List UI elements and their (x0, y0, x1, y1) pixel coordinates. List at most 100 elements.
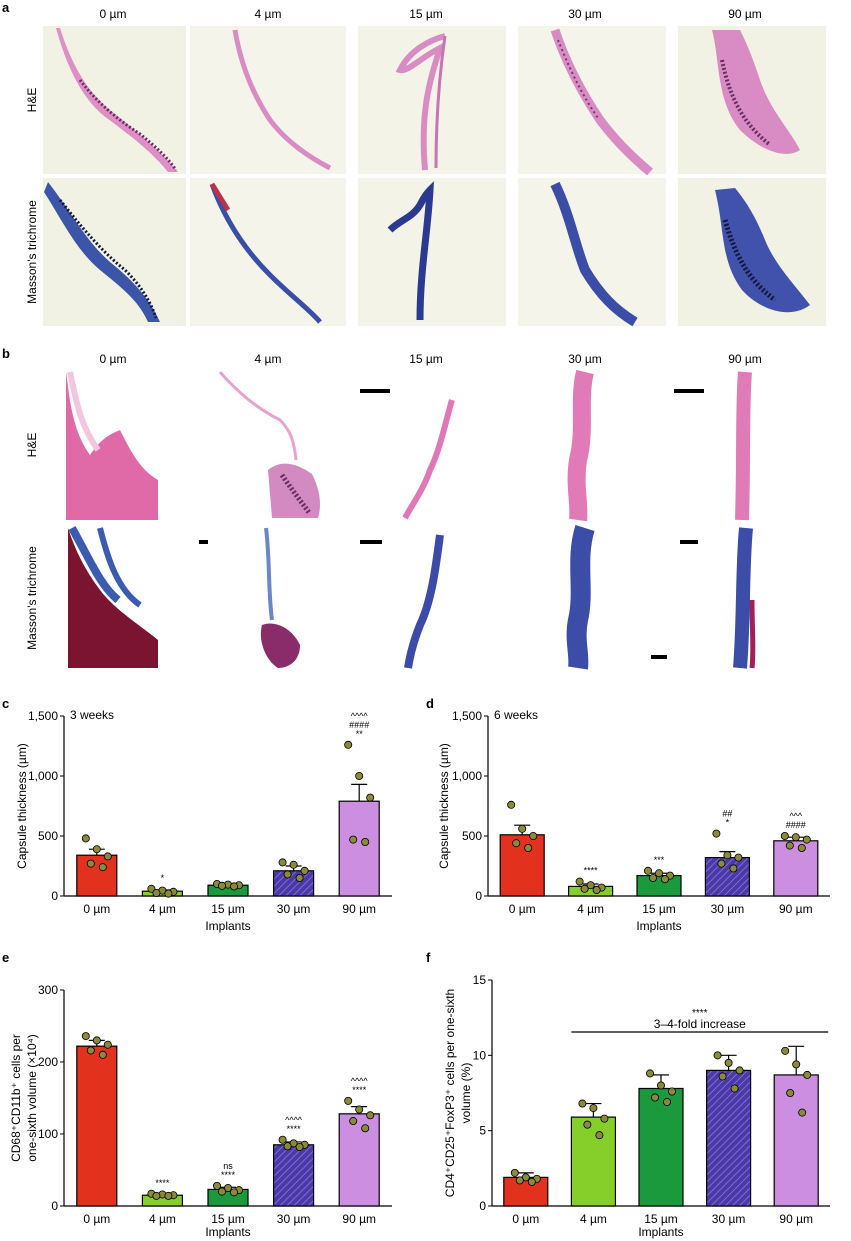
micrograph-a-he-30um (518, 26, 666, 176)
data-point (583, 1120, 592, 1129)
data-point (644, 866, 653, 875)
panel-label-e: e (2, 950, 9, 965)
col-header-b-3: 30 µm (568, 352, 602, 366)
chart-d-capsule-thickness-6-weeks: 0 500 1,000 1,500 Capsule thickness (µm) 6 we… (437, 708, 830, 933)
bar (570, 1116, 617, 1207)
data-point (802, 835, 811, 844)
bar (704, 856, 751, 897)
y-tick-label: 0 (475, 889, 482, 903)
significance-label: **** (155, 1178, 170, 1188)
data-point (103, 1040, 112, 1049)
y-tick-label: 1,500 (452, 709, 482, 723)
data-point (81, 834, 90, 843)
micrograph-b-masson-4um (199, 527, 300, 668)
data-point (512, 839, 521, 848)
micrograph-b-he-30um (567, 369, 594, 522)
data-point (229, 882, 238, 891)
x-tick-label: 4 µm (149, 902, 176, 916)
data-point (289, 860, 298, 869)
row-label-b-he: H&E (25, 433, 39, 458)
significance-label: #### (349, 720, 369, 730)
row-label-a-he: H&E (25, 88, 39, 113)
data-point (366, 793, 375, 802)
data-point (229, 1188, 238, 1197)
data-point (798, 1108, 807, 1117)
panel-label-a: a (2, 0, 10, 15)
data-point (98, 863, 107, 872)
data-point (527, 1177, 536, 1186)
data-point (278, 858, 287, 867)
data-point (657, 1081, 666, 1090)
data-point (98, 1050, 107, 1059)
x-axis-label: Implants (638, 1225, 683, 1239)
data-point (661, 875, 670, 884)
panel-label-c: c (2, 696, 9, 711)
data-point (668, 1087, 677, 1096)
data-point (344, 740, 353, 749)
y-tick-label: 0 (51, 889, 58, 903)
data-point (366, 1111, 375, 1120)
col-header-a-2: 15 µm (409, 7, 443, 21)
data-point (803, 1070, 812, 1079)
micrograph-a-he-15um (358, 26, 506, 174)
data-point (651, 1093, 660, 1102)
x-tick-label: 90 µm (779, 902, 813, 916)
data-point (86, 1046, 95, 1055)
micrograph-b-he-4um (218, 371, 320, 518)
significance-label: ** (356, 729, 364, 739)
y-axis-label-line: CD4⁺CD25⁺FoxP3⁺ cells per one-sixth (443, 989, 457, 1197)
data-point (344, 1096, 353, 1105)
x-tick-label: 0 µm (83, 1212, 110, 1226)
data-point (595, 1131, 604, 1140)
micrograph-b-masson-90um (680, 527, 756, 669)
data-point (355, 772, 364, 781)
scale-bar (360, 540, 382, 544)
significance-label: #### (786, 820, 806, 830)
data-point (786, 1089, 795, 1098)
y-tick-label: 300 (38, 983, 58, 997)
data-point (223, 1184, 232, 1193)
y-tick-label: 1,500 (28, 709, 58, 723)
scale-bar (651, 655, 667, 659)
x-tick-label: 30 µm (712, 1212, 746, 1226)
data-point (152, 1191, 161, 1200)
y-axis-label-line: CD68⁺CD11b⁺ cells per (9, 1034, 23, 1162)
bar (705, 1069, 752, 1207)
x-tick-label: 15 µm (211, 1212, 245, 1226)
x-axis-label: Implants (636, 919, 681, 933)
x-tick-label: 0 µm (509, 902, 536, 916)
significance-label: * (726, 818, 730, 828)
data-point (785, 841, 794, 850)
data-point (781, 1046, 790, 1055)
data-point (217, 1187, 226, 1196)
data-point (730, 1084, 739, 1093)
significance-label: **** (287, 1124, 302, 1134)
x-tick-label: 30 µm (711, 902, 745, 916)
y-tick-label: 1,000 (452, 769, 482, 783)
data-point (278, 1135, 287, 1144)
significance-label: ^^^^ (351, 1076, 369, 1086)
x-tick-label: 0 µm (512, 1212, 539, 1226)
micrograph-b-he-90um (674, 371, 752, 521)
data-point (295, 874, 304, 883)
x-axis-label: Implants (205, 1225, 250, 1239)
chart-f-treg-cells: 0 5 10 15 CD4⁺CD25⁺FoxP3⁺ cells per one-sixt… (443, 973, 830, 1239)
bar (338, 800, 380, 897)
data-point (283, 1142, 292, 1151)
data-point (86, 859, 95, 868)
data-point (164, 1191, 173, 1200)
panel-label-f: f (426, 950, 431, 965)
micrograph-grid-b (66, 369, 756, 670)
data-point (592, 886, 601, 895)
col-header-a-0: 0 µm (100, 7, 127, 21)
y-axis-label: Capsule thickness (µm) (15, 743, 29, 869)
col-header-a-4: 90 µm (728, 7, 762, 21)
data-point (283, 870, 292, 879)
x-tick-label: 15 µm (644, 1212, 678, 1226)
panel-label-b: b (2, 346, 10, 361)
chart-c-capsule-thickness-3-weeks: 0 500 1,000 1,500 Capsule thickness (µm) 3 we… (15, 708, 392, 933)
data-point (81, 1032, 90, 1041)
x-tick-label: 0 µm (83, 902, 110, 916)
bar (636, 874, 682, 897)
